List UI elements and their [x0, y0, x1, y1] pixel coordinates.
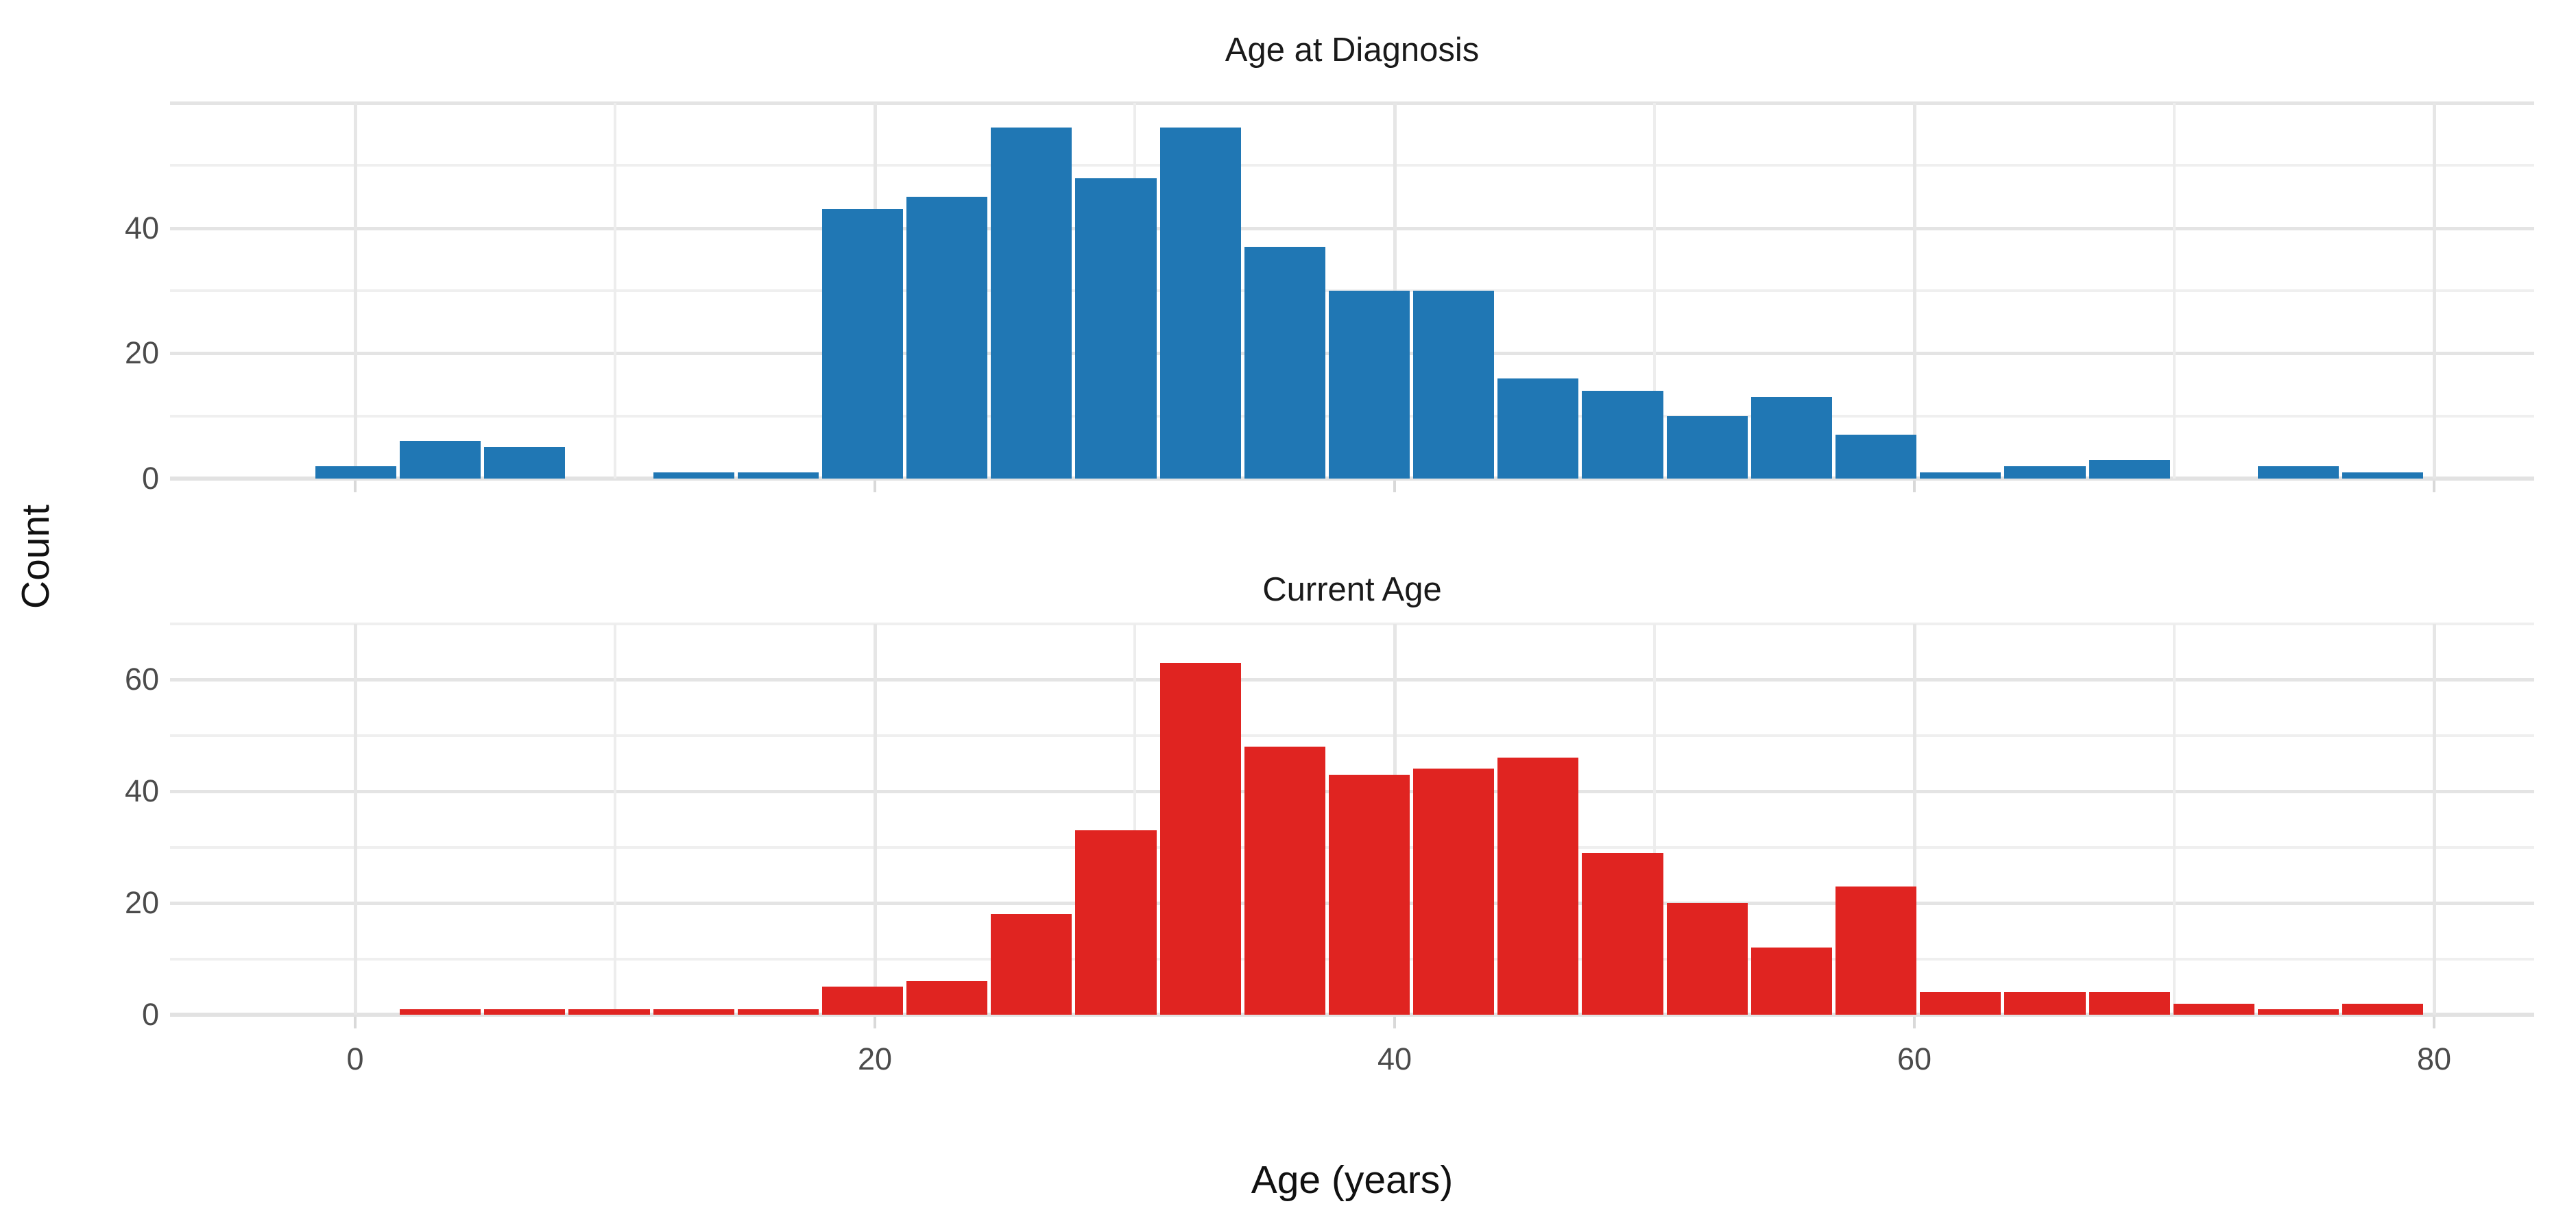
- x-tick-label-60: 60: [1897, 1041, 1932, 1076]
- gridline-x-70: [2173, 102, 2176, 479]
- x-tick-mark-0: [354, 1017, 357, 1028]
- panel-title-current-age: Current Age: [1262, 571, 1442, 608]
- gridline-y-60: [170, 678, 2534, 682]
- histogram-bar: [1413, 769, 1495, 1015]
- histogram-bar: [2089, 459, 2170, 479]
- histogram-bar: [400, 441, 481, 479]
- histogram-bar: [2173, 1003, 2254, 1015]
- histogram-bar: [2089, 992, 2170, 1015]
- gridline-y-40: [170, 226, 2534, 230]
- x-tick-mark-20: [874, 481, 876, 492]
- histogram-bar: [1075, 830, 1157, 1015]
- histogram-bar: [1497, 758, 1579, 1015]
- histogram-bar: [1835, 886, 1917, 1015]
- histogram-bar: [1159, 662, 1241, 1015]
- histogram-bar: [484, 447, 566, 479]
- gridline-x-80: [2433, 102, 2436, 479]
- x-tick-mark-40: [1393, 481, 1396, 492]
- histogram-bar: [653, 1009, 734, 1015]
- histogram-bar: [821, 209, 904, 479]
- histogram-bar: [1328, 290, 1410, 479]
- histogram-bar: [991, 914, 1072, 1015]
- histogram-bar: [1075, 178, 1157, 479]
- x-tick-mark-0: [354, 481, 357, 492]
- y-tick-label-20: 20: [124, 885, 159, 920]
- x-axis-title-age-years: Age (years): [1251, 1158, 1454, 1202]
- x-tick-mark-80: [2433, 1017, 2435, 1028]
- y-tick-label-0: 0: [141, 997, 159, 1032]
- histogram-bar: [1582, 391, 1663, 479]
- histogram-bar: [2342, 1003, 2424, 1015]
- gridline-x-80: [2433, 623, 2436, 1015]
- histogram-bar: [1328, 774, 1410, 1015]
- y-tick-label-60: 60: [124, 662, 159, 697]
- histogram-bar: [1413, 290, 1495, 479]
- gridline-y-70: [170, 622, 2534, 625]
- x-tick-label-80: 80: [2416, 1041, 2452, 1076]
- x-tick-mark-20: [874, 1017, 876, 1028]
- histogram-bar: [568, 1009, 650, 1015]
- histogram-bar: [1750, 948, 1832, 1015]
- histogram-bar: [2004, 992, 2086, 1015]
- histogram-bar: [400, 1009, 481, 1015]
- y-tick-label-40: 40: [124, 773, 159, 808]
- histogram-bar: [906, 196, 988, 479]
- gridline-y-60: [170, 101, 2534, 105]
- histogram-bar: [1920, 992, 2001, 1015]
- gridline-x-70: [2173, 623, 2176, 1015]
- histogram-bar: [1666, 415, 1748, 479]
- histogram-bar: [991, 128, 1072, 479]
- histogram-bar: [1835, 435, 1917, 479]
- gridline-y-50: [170, 734, 2534, 737]
- gridline-x-0: [354, 623, 357, 1015]
- histogram-bar: [737, 1009, 819, 1015]
- y-tick-label-40: 40: [124, 210, 159, 245]
- gridline-x-50: [1653, 623, 1656, 1015]
- histogram-bar: [737, 472, 819, 479]
- y-tick-label-0: 0: [141, 461, 159, 496]
- gridline-x-50: [1653, 102, 1656, 479]
- gridline-x-60: [1913, 102, 1916, 479]
- gridline-x-10: [614, 102, 616, 479]
- histogram-bar: [2257, 466, 2339, 479]
- histogram-bar: [1582, 852, 1663, 1015]
- gridline-x-10: [614, 623, 616, 1015]
- gridline-y-0-baseline: [170, 1013, 2534, 1017]
- histogram-bar: [1920, 472, 2001, 479]
- histogram-bar: [906, 981, 988, 1015]
- x-tick-label-0: 0: [346, 1041, 364, 1076]
- histogram-bar: [2257, 1009, 2339, 1015]
- x-tick-mark-40: [1393, 1017, 1396, 1028]
- histogram-bar: [1666, 903, 1748, 1015]
- y-tick-label-20: 20: [124, 335, 159, 371]
- histogram-bar: [653, 472, 734, 479]
- x-tick-mark-60: [1913, 1017, 1916, 1028]
- gridline-x-30: [1133, 623, 1136, 1015]
- histogram-bar: [1750, 397, 1832, 479]
- histogram-bar: [821, 987, 904, 1015]
- histogram-bar: [2004, 466, 2086, 479]
- gridline-x-0: [354, 102, 357, 479]
- histogram-bar: [1497, 378, 1579, 479]
- gridline-y-0-baseline: [170, 477, 2534, 481]
- histogram-bar: [315, 466, 397, 479]
- gridline-x-60: [1913, 623, 1916, 1015]
- histogram-bar: [1244, 247, 1325, 479]
- gridline-y-50: [170, 164, 2534, 167]
- x-tick-label-20: 20: [857, 1041, 893, 1076]
- x-tick-label-40: 40: [1377, 1041, 1412, 1076]
- histogram-bar: [1244, 746, 1325, 1015]
- x-tick-mark-60: [1913, 481, 1916, 492]
- panel-title-age-at-diagnosis: Age at Diagnosis: [1225, 32, 1480, 69]
- gridline-x-20: [874, 623, 877, 1015]
- histogram-bar: [2342, 472, 2424, 479]
- histogram-bar: [1159, 128, 1241, 479]
- histogram-bar: [484, 1009, 566, 1015]
- x-tick-mark-80: [2433, 481, 2435, 492]
